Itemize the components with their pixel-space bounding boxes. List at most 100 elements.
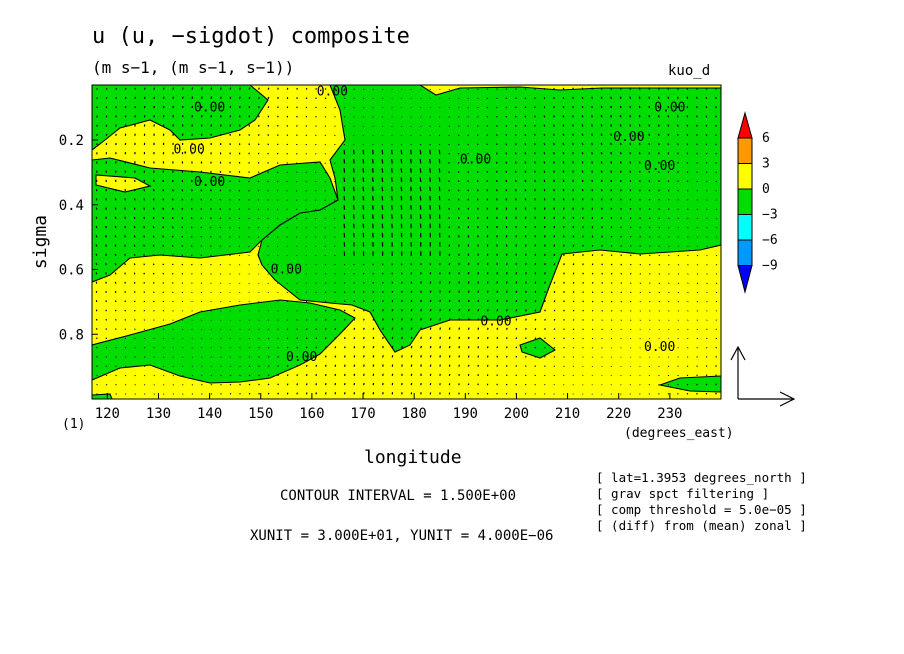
wind-vector: [496, 336, 499, 340]
wind-vector: [657, 115, 660, 118]
wind-vector: [429, 158, 431, 164]
plot-frame: [91, 84, 722, 400]
wind-vector: [96, 106, 98, 109]
wind-vector: [553, 309, 556, 312]
wind-vector: [667, 96, 670, 100]
wind-vector: [410, 158, 412, 164]
wind-vector: [420, 336, 422, 340]
wind-vector: [648, 87, 651, 90]
wind-vector: [696, 245, 699, 247]
wind-vector: [105, 253, 107, 257]
wind-vector: [543, 152, 546, 155]
wind-vector: [305, 337, 308, 340]
wind-vector: [277, 356, 279, 358]
wind-vector: [676, 124, 679, 127]
wind-vector: [639, 291, 642, 294]
wind-vector: [114, 225, 117, 229]
wind-vector: [382, 318, 384, 321]
wind-vector: [582, 272, 584, 275]
wind-vector: [563, 272, 565, 275]
wind-vector: [219, 198, 222, 201]
wind-vector: [467, 318, 470, 321]
wind-vector: [505, 124, 508, 127]
wind-vector: [534, 318, 537, 321]
wind-vector: [229, 189, 231, 192]
wind-vector: [401, 345, 403, 349]
wind-vector: [134, 384, 136, 386]
x-tick-label: 150: [248, 406, 273, 422]
wind-vector: [257, 227, 260, 229]
wind-vector: [334, 346, 337, 349]
wind-vector: [477, 308, 480, 312]
wind-vector: [286, 190, 288, 192]
wind-vector: [143, 226, 145, 229]
wind-vector: [239, 392, 241, 395]
wind-vector: [505, 170, 508, 173]
wind-vector: [352, 158, 355, 164]
wind-vector: [448, 143, 450, 146]
wind-vector: [391, 177, 393, 183]
wind-vector: [305, 346, 308, 349]
wind-vector: [705, 124, 708, 127]
wind-vector: [467, 134, 469, 137]
wind-vector: [105, 393, 108, 395]
wind-vector: [572, 115, 574, 118]
wind-vector: [543, 133, 546, 136]
wind-vector: [562, 161, 565, 164]
x-tick-label: 220: [606, 406, 631, 422]
wind-vector: [648, 142, 651, 146]
wind-vector: [448, 299, 451, 303]
wind-vector: [248, 217, 250, 220]
wind-vector: [248, 199, 250, 201]
x-tick-label: 190: [453, 406, 478, 422]
wind-vector: [525, 309, 527, 312]
wind-vector: [314, 190, 317, 192]
wind-vector: [305, 392, 308, 395]
wind-vector: [334, 171, 336, 174]
wind-vector: [715, 254, 718, 257]
wind-vector: [467, 308, 470, 312]
wind-vector: [105, 272, 107, 275]
wind-vector: [572, 319, 575, 321]
wind-vector: [248, 245, 250, 247]
wind-vector: [676, 105, 679, 109]
wind-vector: [657, 96, 660, 100]
wind-vector: [553, 328, 556, 330]
wind-vector: [534, 170, 536, 173]
wind-vector: [486, 318, 489, 321]
wind-vector: [696, 264, 699, 266]
wind-vector: [162, 263, 165, 266]
wind-vector: [486, 180, 489, 183]
panel-index: (1): [62, 417, 86, 432]
wind-vector: [687, 254, 689, 257]
wind-vector: [648, 133, 651, 136]
wind-vector: [515, 299, 518, 303]
wind-vector: [495, 152, 498, 155]
wind-vector: [295, 190, 298, 192]
wind-vector: [343, 177, 346, 183]
wind-vector: [200, 235, 203, 238]
wind-vector: [267, 236, 269, 238]
wind-vector: [429, 318, 432, 321]
wind-vector: [658, 301, 661, 303]
wind-vector: [658, 273, 661, 275]
wind-vector: [182, 365, 184, 368]
wind-vector: [639, 254, 642, 257]
wind-vector: [95, 225, 98, 229]
wind-vector: [610, 282, 613, 284]
wind-vector: [553, 115, 555, 118]
wind-vector: [438, 186, 441, 192]
wind-vector: [371, 195, 374, 201]
wind-vector: [286, 199, 288, 201]
wind-vector: [495, 170, 498, 173]
wind-vector: [277, 346, 279, 349]
wind-vector: [439, 355, 441, 358]
wind-vector: [458, 299, 461, 303]
wind-vector: [114, 216, 117, 220]
wind-vector: [553, 318, 556, 321]
wind-vector: [600, 96, 603, 99]
wind-vector: [429, 177, 431, 183]
wind-vector: [629, 142, 632, 146]
wind-vector: [706, 254, 708, 257]
